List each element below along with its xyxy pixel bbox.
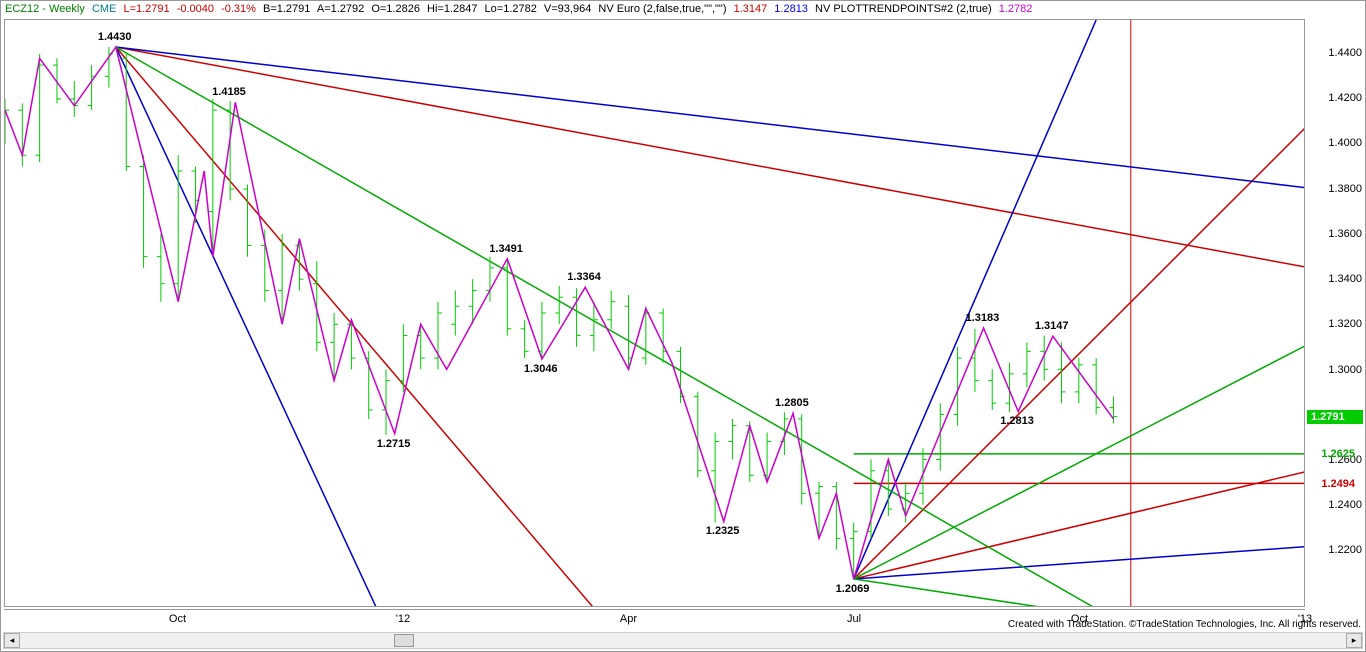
indicator1: NV Euro (2,false,true,"","") bbox=[598, 3, 726, 15]
price-marker: 1.2791 bbox=[1307, 410, 1363, 424]
open: O=1.2826 bbox=[371, 3, 420, 15]
swing-label: 1.2805 bbox=[775, 397, 809, 409]
swing-label: 1.3364 bbox=[567, 271, 601, 283]
y-tick: 1.3800 bbox=[1328, 183, 1362, 195]
change: -0.0040 bbox=[177, 3, 214, 15]
swing-label: 1.3046 bbox=[524, 363, 558, 375]
plot-area[interactable]: 1.4430 1.4185 1.3491 1.3364 1.3046 1.2715 1.23… bbox=[4, 19, 1305, 607]
time-scrollbar[interactable]: ◂ ▸ bbox=[3, 632, 1363, 649]
swing-label: 1.3491 bbox=[489, 243, 523, 255]
footer-text: Created with TradeStation. ©TradeStation… bbox=[1008, 619, 1361, 630]
volume: V=93,964 bbox=[544, 3, 591, 15]
bid: B=1.2791 bbox=[263, 3, 310, 15]
scroll-left-button[interactable]: ◂ bbox=[4, 633, 20, 648]
swing-label: 1.3183 bbox=[966, 312, 1000, 324]
y-tick: 1.3000 bbox=[1328, 364, 1362, 376]
y-tick: 1.4200 bbox=[1328, 92, 1362, 104]
swing-label: 1.2813 bbox=[1000, 415, 1034, 427]
swing-label: 1.4185 bbox=[212, 86, 246, 98]
chart-header: ECZ12 - Weekly CME L=1.2791 -0.0040 -0.3… bbox=[5, 3, 1036, 15]
x-tick: '12 bbox=[396, 613, 410, 625]
chart-container: ECZ12 - Weekly CME L=1.2791 -0.0040 -0.3… bbox=[0, 0, 1366, 652]
swing-label: 1.4430 bbox=[98, 31, 132, 43]
x-tick: Oct bbox=[169, 613, 186, 625]
y-tick: 1.3600 bbox=[1328, 228, 1362, 240]
indicator2: NV PLOTTRENDPOINTS#2 (2,true) bbox=[815, 3, 992, 15]
price-marker: 1.2625 bbox=[1317, 447, 1359, 461]
ask: A=1.2792 bbox=[317, 3, 364, 15]
y-tick: 1.3400 bbox=[1328, 273, 1362, 285]
exchange: CME bbox=[92, 3, 116, 15]
swing-label: 1.2715 bbox=[377, 438, 411, 450]
symbol: ECZ12 - Weekly bbox=[5, 3, 85, 15]
scroll-thumb[interactable] bbox=[394, 634, 414, 647]
swing-label: 1.3147 bbox=[1035, 320, 1069, 332]
y-tick: 1.4000 bbox=[1328, 137, 1362, 149]
y-tick: 1.2200 bbox=[1328, 544, 1362, 556]
indicator2-v: 1.2782 bbox=[999, 3, 1033, 15]
price-marker: 1.2494 bbox=[1317, 477, 1359, 491]
y-tick: 1.3200 bbox=[1328, 318, 1362, 330]
x-tick: Jul bbox=[847, 613, 861, 625]
low: Lo=1.2782 bbox=[485, 3, 537, 15]
y-tick: 1.2400 bbox=[1328, 499, 1362, 511]
swing-label: 1.2325 bbox=[706, 525, 740, 537]
scroll-right-button[interactable]: ▸ bbox=[1346, 633, 1362, 648]
indicator1-v1: 1.3147 bbox=[734, 3, 768, 15]
last-price: L=1.2791 bbox=[123, 3, 169, 15]
high: Hi=1.2847 bbox=[427, 3, 477, 15]
indicator1-v2: 1.2813 bbox=[774, 3, 808, 15]
x-tick: Apr bbox=[620, 613, 637, 625]
y-axis[interactable]: 1.4400 1.4200 1.4000 1.3800 1.3600 1.3400 1.32… bbox=[1307, 19, 1365, 607]
chart-svg bbox=[5, 20, 1304, 606]
y-tick: 1.4400 bbox=[1328, 47, 1362, 59]
pct-change: -0.31% bbox=[221, 3, 256, 15]
swing-label: 1.2069 bbox=[836, 583, 870, 595]
